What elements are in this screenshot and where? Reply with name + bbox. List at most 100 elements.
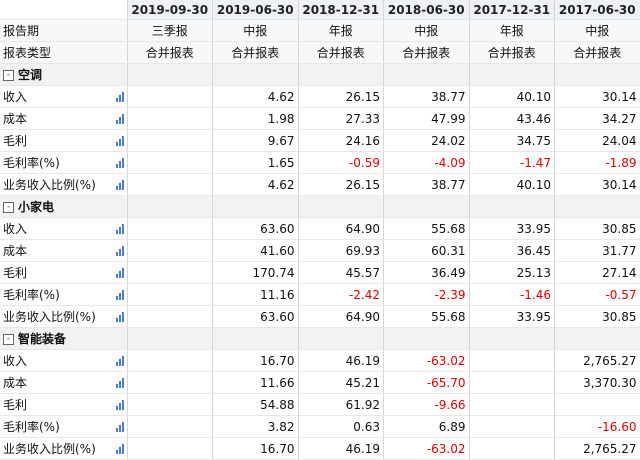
row-label-cell: 收入 (0, 86, 127, 108)
bar-chart-icon[interactable] (116, 356, 124, 366)
value-cell: 34.75 (469, 130, 555, 152)
value-cell: 4.62 (213, 86, 299, 108)
bar-chart-icon[interactable] (116, 180, 124, 190)
section-header-cell (555, 328, 640, 350)
report-type-cell: 合并报表 (384, 42, 470, 64)
bar-chart-icon[interactable] (116, 400, 124, 410)
row-label: 成本 (3, 110, 27, 127)
date-header[interactable]: 2019-09-30 (127, 0, 213, 20)
row-label: 收入 (3, 220, 27, 237)
value-cell: 26.15 (298, 174, 384, 196)
bar-chart-icon[interactable] (116, 246, 124, 256)
value-cell: 1.98 (213, 108, 299, 130)
report-period-cell: 年报 (298, 20, 384, 42)
date-header[interactable]: 2018-06-30 (384, 0, 470, 20)
section-header-cell (384, 328, 470, 350)
bar-chart-icon[interactable] (116, 158, 124, 168)
section-header-cell (384, 64, 470, 86)
section-header[interactable]: -空调 (0, 64, 127, 86)
bar-chart-icon[interactable] (116, 136, 124, 146)
value-cell: -16.60 (555, 416, 640, 438)
row-label-cell: 业务收入比例(%) (0, 306, 127, 328)
row-label: 毛利 (3, 264, 27, 281)
section-header-cell (127, 64, 213, 86)
value-cell (127, 394, 213, 416)
section-header-cell (469, 64, 555, 86)
value-cell: -2.39 (384, 284, 470, 306)
bar-chart-icon[interactable] (116, 268, 124, 278)
row-label-cell: 毛利率(%) (0, 416, 127, 438)
row-label: 毛利率(%) (3, 286, 60, 303)
section-header-cell (213, 328, 299, 350)
value-cell: 43.46 (469, 108, 555, 130)
date-header[interactable]: 2019-06-30 (213, 0, 299, 20)
value-cell: 36.45 (469, 240, 555, 262)
bar-chart-icon[interactable] (116, 444, 124, 454)
date-header[interactable]: 2017-12-31 (469, 0, 555, 20)
section-header-cell (298, 196, 384, 218)
collapse-icon[interactable]: - (3, 202, 14, 213)
date-header[interactable]: 2018-12-31 (298, 0, 384, 20)
row-label-cell: 业务收入比例(%) (0, 174, 127, 196)
date-header[interactable]: 2017-06-30 (555, 0, 640, 20)
bar-chart-icon[interactable] (116, 290, 124, 300)
row-label: 成本 (3, 374, 27, 391)
value-cell: 63.60 (213, 306, 299, 328)
row-label: 毛利 (3, 132, 27, 149)
value-cell: 3,370.30 (555, 372, 640, 394)
financial-table-view: 2019-09-30 2019-06-30 2018-12-31 2018-06… (0, 0, 640, 435)
collapse-icon[interactable]: - (3, 70, 14, 81)
value-cell: 16.70 (213, 350, 299, 372)
value-cell: 38.77 (384, 86, 470, 108)
value-cell: 33.95 (469, 306, 555, 328)
section-header[interactable]: -智能装备 (0, 328, 127, 350)
value-cell (127, 240, 213, 262)
value-cell: 26.15 (298, 86, 384, 108)
section-header-row[interactable]: -智能装备 (0, 328, 640, 350)
value-cell (127, 416, 213, 438)
section-header[interactable]: -小家电 (0, 196, 127, 218)
bar-chart-icon[interactable] (116, 224, 124, 234)
value-cell (127, 130, 213, 152)
value-cell: -2.42 (298, 284, 384, 306)
report-type-cell: 合并报表 (127, 42, 213, 64)
section-header-cell (298, 328, 384, 350)
value-cell: 3.82 (213, 416, 299, 438)
section-title: 小家电 (18, 200, 54, 214)
row-label-cell: 收入 (0, 350, 127, 372)
value-cell: -0.59 (298, 152, 384, 174)
value-cell: 30.85 (555, 306, 640, 328)
value-cell: 24.04 (555, 130, 640, 152)
row-label-cell: 毛利 (0, 262, 127, 284)
bar-chart-icon[interactable] (116, 422, 124, 432)
row-label-cell: 成本 (0, 240, 127, 262)
bar-chart-icon[interactable] (116, 312, 124, 322)
value-cell: 2,765.27 (555, 350, 640, 372)
section-header-cell (469, 328, 555, 350)
value-cell: 40.10 (469, 174, 555, 196)
collapse-icon[interactable]: - (3, 334, 14, 345)
value-cell: -0.57 (555, 284, 640, 306)
bar-chart-icon[interactable] (116, 114, 124, 124)
section-header-row[interactable]: -空调 (0, 64, 640, 86)
value-cell: 64.90 (298, 218, 384, 240)
value-cell: 55.68 (384, 306, 470, 328)
row-label: 收入 (3, 352, 27, 369)
section-title: 智能装备 (18, 332, 66, 346)
row-label-cell: 收入 (0, 218, 127, 240)
value-cell: 69.93 (298, 240, 384, 262)
report-period-cell: 中报 (555, 20, 640, 42)
section-header-cell (555, 64, 640, 86)
value-cell (127, 306, 213, 328)
section-header-row[interactable]: -小家电 (0, 196, 640, 218)
row-label-cell: 成本 (0, 372, 127, 394)
bar-chart-icon[interactable] (116, 378, 124, 388)
bar-chart-icon[interactable] (116, 92, 124, 102)
value-cell: -63.02 (384, 350, 470, 372)
